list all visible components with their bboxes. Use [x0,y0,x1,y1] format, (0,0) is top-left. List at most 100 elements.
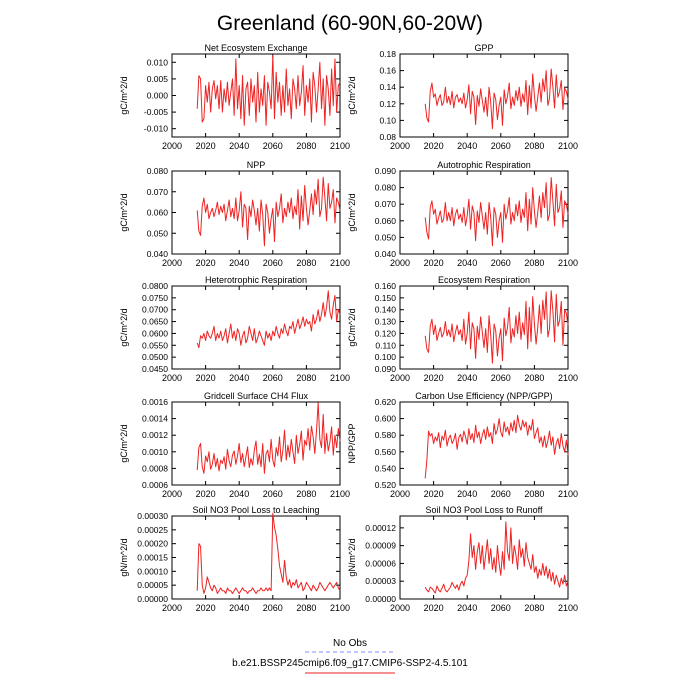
x-tick-label: 2060 [263,258,283,268]
x-tick-label: 2020 [424,373,444,383]
panel-1: Net Ecosystem Exchange 2000 2020 2040 2060 20… [119,43,350,151]
panel-title: Gridcell Surface CH4 Flux [204,391,309,401]
panel-8: Carbon Use Efficiency (NPP/GPP) 2000 2020 2… [347,391,578,499]
y-axis-label: gC/m^2/d [119,193,129,231]
x-tick-label: 2100 [330,603,350,613]
x-tick-label: 2000 [162,258,182,268]
x-tick-label: 2020 [196,489,216,499]
y-tick-label: 0.18 [379,49,396,59]
y-tick-label: 0.080 [147,166,169,176]
x-tick-label: 2000 [390,141,410,151]
x-tick-label: 2040 [229,258,249,268]
x-tick-label: 2080 [524,603,544,613]
panel-title: Heterotrophic Respiration [205,275,307,285]
y-tick-label: 0.00030 [137,511,168,521]
x-tick-label: 2100 [558,373,578,383]
y-tick-label: 0.08 [379,132,396,142]
panel-6: Ecosystem Respiration 2000 2020 2040 2060 208… [347,275,578,383]
x-tick-label: 2040 [457,258,477,268]
panel-title: GPP [474,43,493,53]
plot-frame [171,53,341,138]
plot-frame [399,401,569,486]
y-tick-label: 0.00020 [137,539,168,549]
plot-frame [399,53,569,138]
x-tick-label: 2040 [229,603,249,613]
x-tick-label: 2020 [196,373,216,383]
y-tick-label: 0.110 [375,340,396,350]
legend: No Obs b.e21.BSSP245cmip6.f09_g17.CMIP6-… [232,638,468,674]
y-tick-label: 0.00012 [365,523,396,533]
x-tick-label: 2060 [263,489,283,499]
y-tick-label: 0.150 [375,293,397,303]
panel-3: NPP 2000 2020 2040 2060 2080 2100 0.040 0.050 0.0… [119,160,350,268]
y-axis-label: gC/m^2/d [119,424,129,462]
x-tick-label: 2080 [524,141,544,151]
y-tick-label: 0.520 [375,480,397,490]
x-tick-label: 2060 [491,373,511,383]
y-tick-label: 0.080 [375,183,397,193]
panel-title: Soil NO3 Pool Loss to Runoff [426,505,543,515]
panel-title: Soil NO3 Pool Loss to Leaching [192,505,319,515]
y-tick-label: 0.0750 [142,293,168,303]
x-tick-label: 2100 [558,603,578,613]
panel-title: NPP [247,160,266,170]
y-tick-label: 0.0016 [142,397,168,407]
x-tick-label: 2040 [229,489,249,499]
y-tick-label: 0.0800 [142,281,168,291]
x-tick-label: 2000 [390,373,410,383]
y-tick-label: 0.060 [375,216,397,226]
y-tick-label: 0.100 [375,352,397,362]
x-tick-label: 2080 [524,373,544,383]
x-tick-label: 2000 [162,489,182,499]
x-tick-label: 2080 [296,489,316,499]
y-axis-label: gC/m^2/d [347,193,357,231]
panel-9: Soil NO3 Pool Loss to Leaching 2000 2020 20… [119,505,350,613]
y-tick-label: 0.00025 [137,525,168,535]
panel-title: Ecosystem Respiration [438,275,530,285]
y-tick-label: 0.090 [375,166,397,176]
y-tick-label: 0.0006 [142,480,168,490]
x-tick-label: 2020 [424,489,444,499]
series-line [196,512,341,594]
series-line [424,68,569,130]
y-tick-label: -0.005 [144,107,168,117]
y-tick-label: 0.14 [379,82,396,92]
x-tick-label: 2020 [196,258,216,268]
x-tick-label: 2100 [330,258,350,268]
x-tick-label: 2100 [558,141,578,151]
panel-2: GPP 2000 2020 2040 2060 2080 2100 0.08 0.10 0.12 0… [347,43,578,151]
panel-10: Soil NO3 Pool Loss to Runoff 2000 2020 2040… [347,505,578,613]
y-tick-label: 0.0650 [142,317,168,327]
y-tick-label: 0.0600 [142,328,168,338]
y-tick-label: 0.560 [375,447,397,457]
x-tick-label: 2060 [263,141,283,151]
plot-frame [171,401,341,486]
plot-frame [399,285,569,370]
x-tick-label: 2100 [558,489,578,499]
x-tick-label: 2040 [457,603,477,613]
y-tick-label: 0.16 [379,66,396,76]
x-tick-label: 2080 [524,258,544,268]
y-tick-label: 0.090 [375,364,397,374]
y-tick-label: 0.0550 [142,340,168,350]
x-tick-label: 2060 [263,603,283,613]
x-tick-label: 2000 [390,603,410,613]
x-tick-label: 2000 [162,373,182,383]
x-tick-label: 2080 [296,373,316,383]
x-tick-label: 2100 [330,489,350,499]
y-tick-label: 0.000 [147,91,169,101]
x-tick-label: 2020 [424,603,444,613]
y-axis-label: gC/m^2/d [119,308,129,346]
y-tick-label: 0.120 [375,328,397,338]
x-tick-label: 2020 [424,141,444,151]
y-tick-label: 0.040 [375,249,397,259]
x-tick-label: 2080 [524,489,544,499]
x-tick-label: 2020 [196,603,216,613]
y-tick-label: 0.0014 [142,414,168,424]
x-tick-label: 2100 [558,258,578,268]
panel-grid: Net Ecosystem Exchange 2000 2020 2040 2060 20… [119,43,578,613]
y-axis-label: gC/m^2/d [119,76,129,114]
x-tick-label: 2100 [330,141,350,151]
panel-title: Autotrophic Respiration [437,160,531,170]
